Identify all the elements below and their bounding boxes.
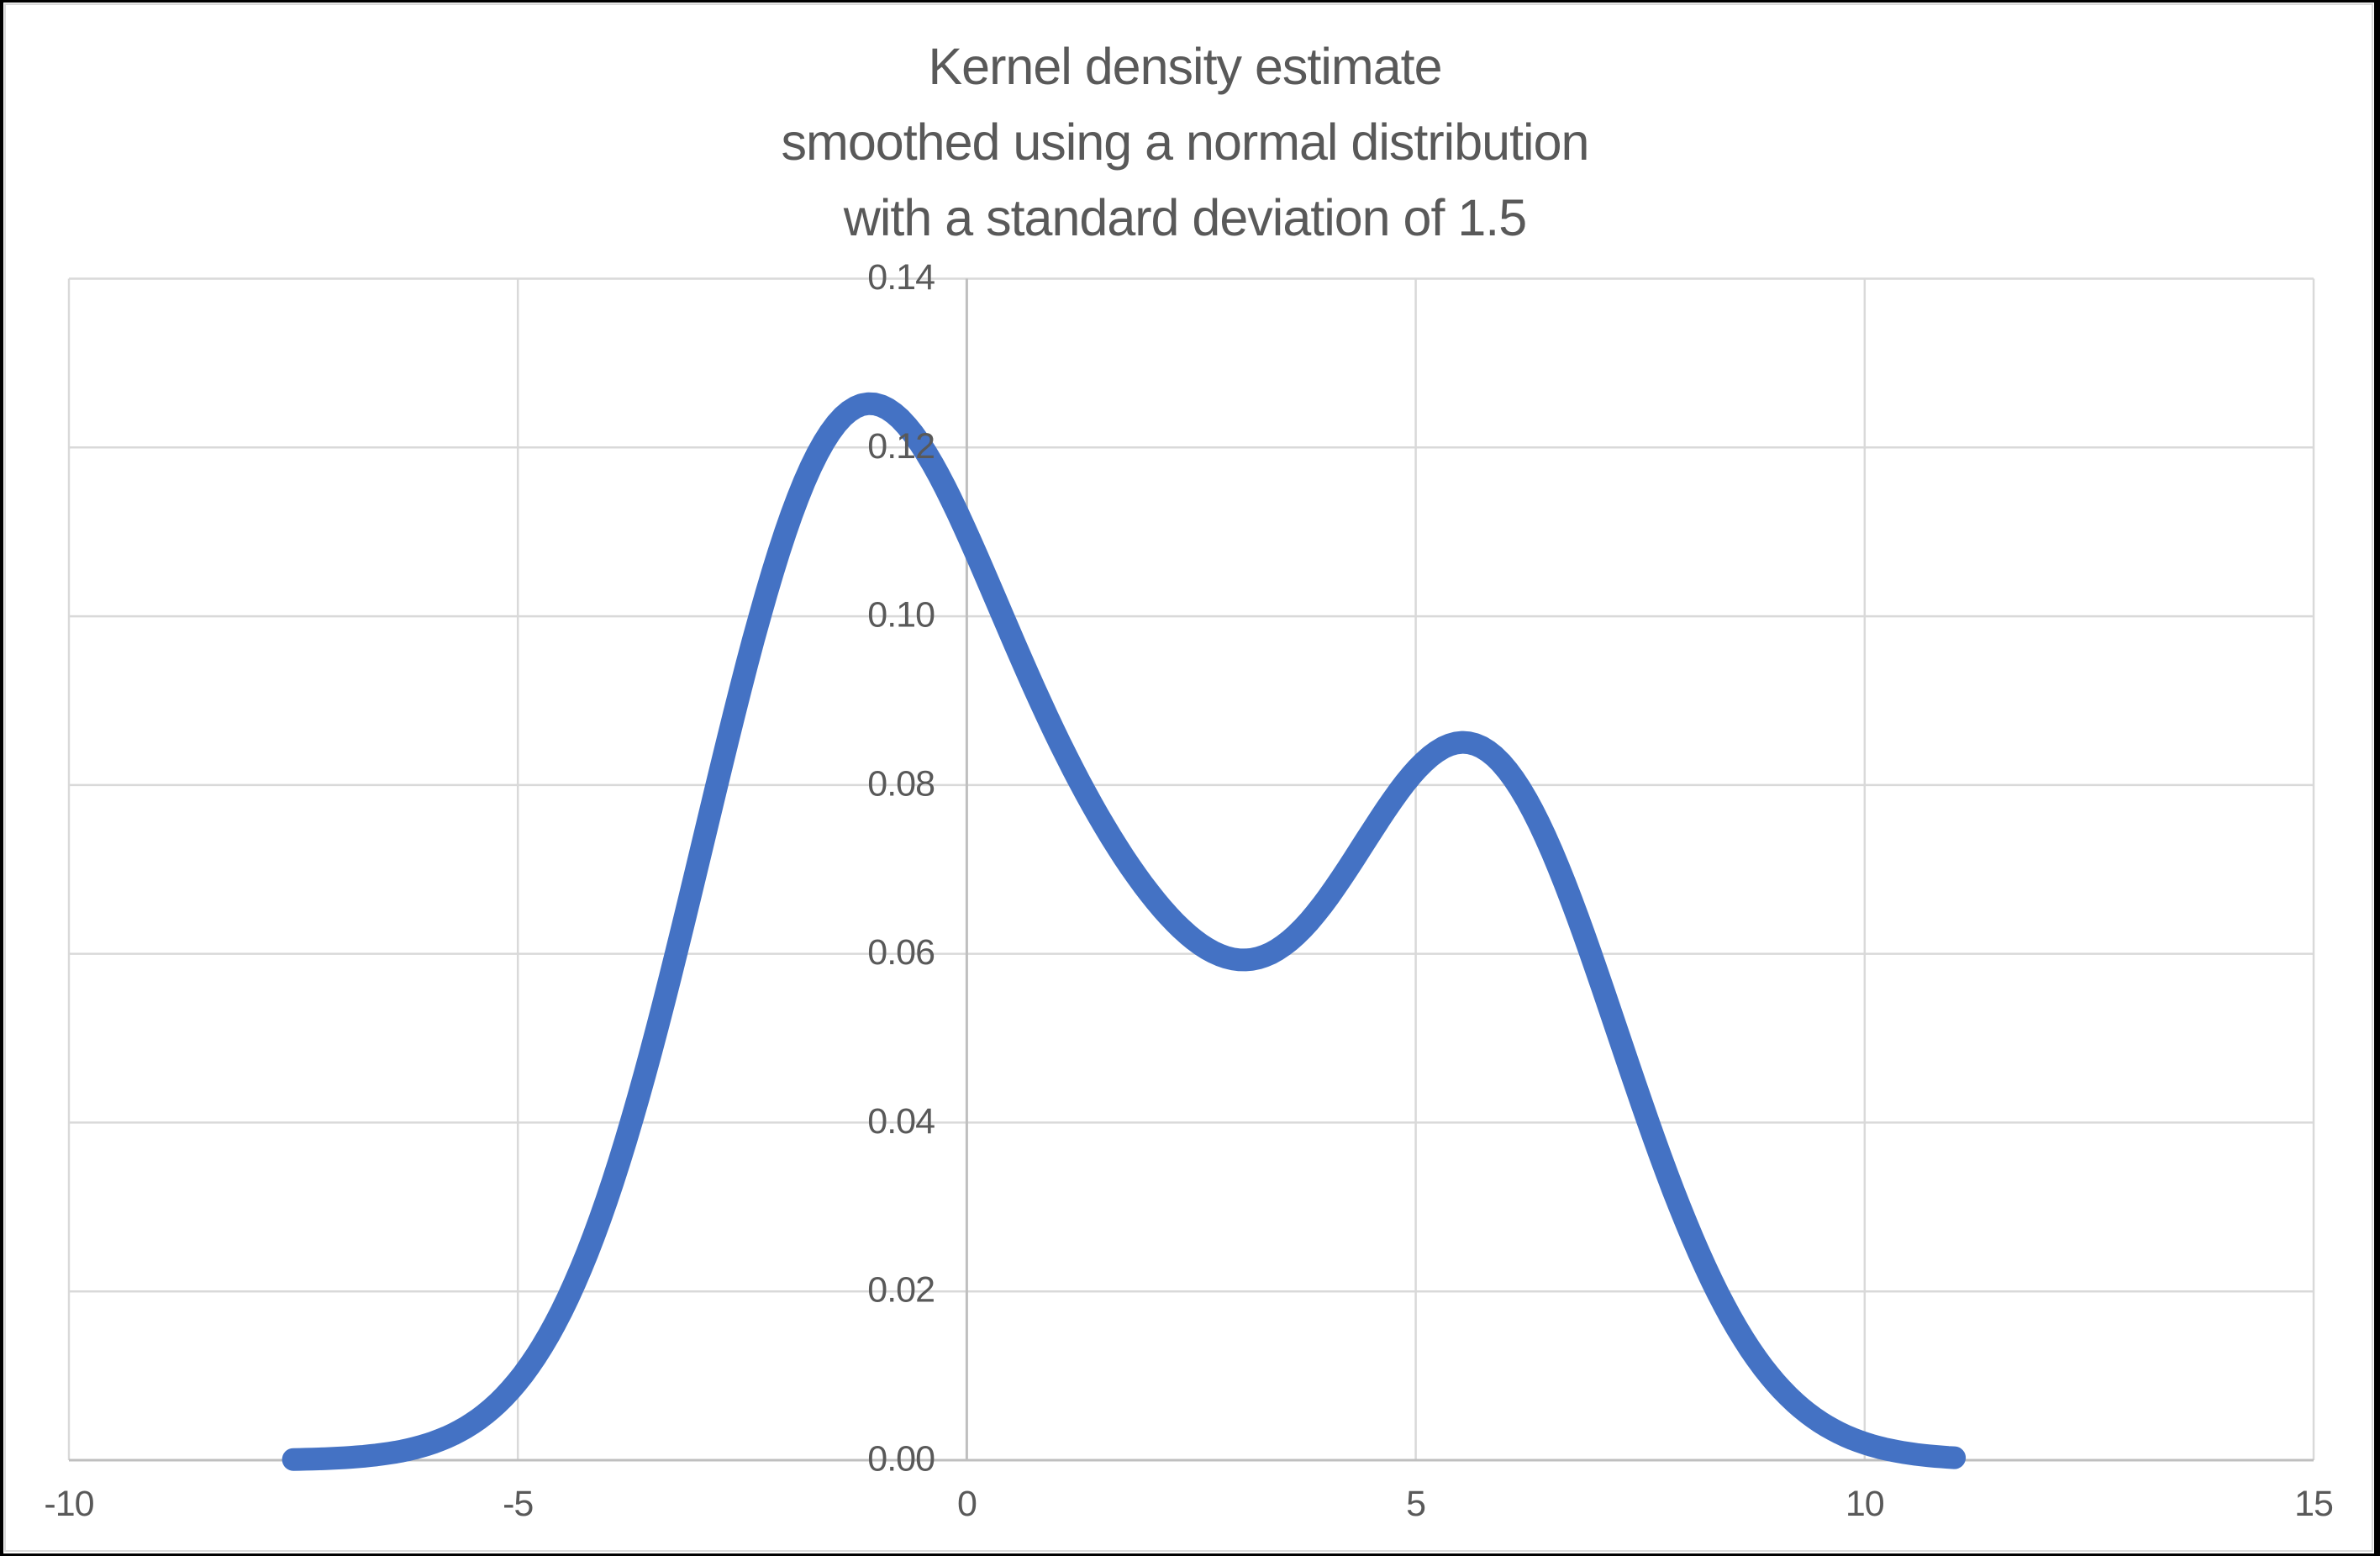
svg-text:0.04: 0.04 — [867, 1101, 935, 1142]
svg-text:-10: -10 — [44, 1484, 93, 1524]
svg-text:0.10: 0.10 — [867, 595, 935, 636]
svg-text:0.12: 0.12 — [867, 426, 935, 467]
svg-text:with a standard deviation of 1: with a standard deviation of 1.5 — [843, 189, 1526, 246]
svg-text:Kernel density estimate: Kernel density estimate — [928, 38, 1441, 95]
svg-text:-5: -5 — [503, 1484, 533, 1524]
svg-text:0.08: 0.08 — [867, 763, 935, 804]
svg-text:0.02: 0.02 — [867, 1270, 935, 1311]
svg-text:15: 15 — [2294, 1484, 2333, 1524]
svg-text:0.06: 0.06 — [867, 932, 935, 973]
svg-text:smoothed using a normal distri: smoothed using a normal distribution — [782, 113, 1589, 171]
svg-text:0.14: 0.14 — [867, 257, 935, 298]
svg-text:0: 0 — [957, 1484, 977, 1524]
svg-text:10: 10 — [1846, 1484, 1884, 1524]
svg-text:5: 5 — [1406, 1484, 1425, 1524]
svg-text:0.00: 0.00 — [867, 1439, 935, 1480]
